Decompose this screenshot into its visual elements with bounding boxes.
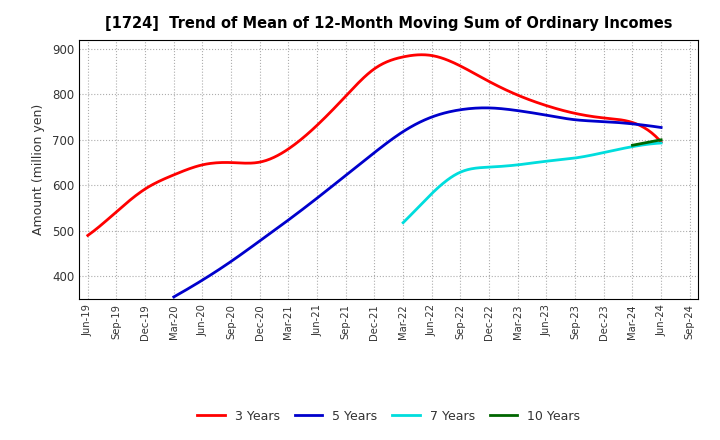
Y-axis label: Amount (million yen): Amount (million yen) bbox=[32, 104, 45, 235]
Legend: 3 Years, 5 Years, 7 Years, 10 Years: 3 Years, 5 Years, 7 Years, 10 Years bbox=[192, 405, 585, 428]
Title: [1724]  Trend of Mean of 12-Month Moving Sum of Ordinary Incomes: [1724] Trend of Mean of 12-Month Moving … bbox=[105, 16, 672, 32]
